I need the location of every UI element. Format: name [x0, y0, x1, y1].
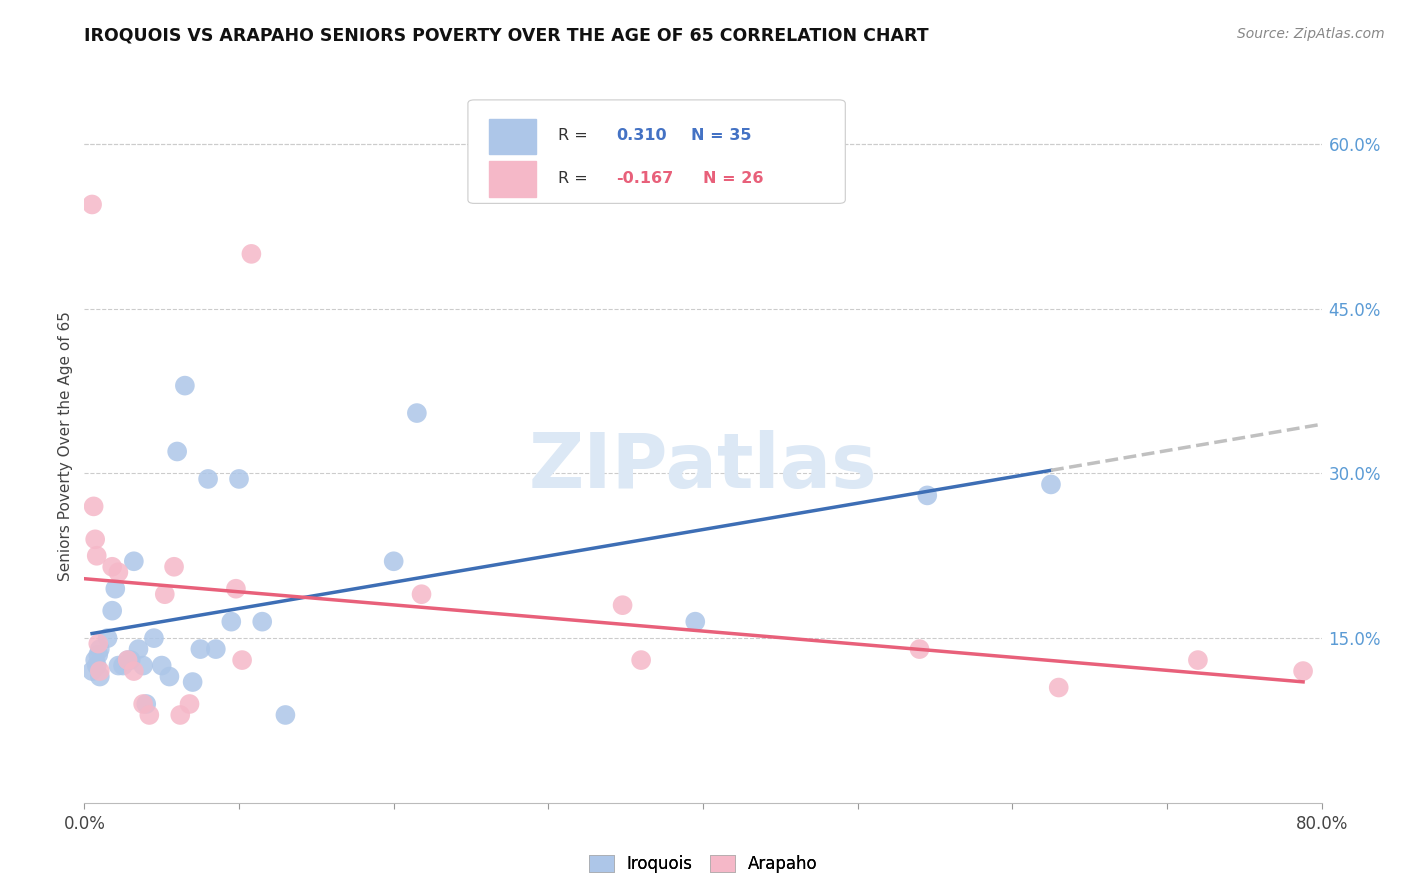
Point [132, 697, 155, 711]
Point [86, 549, 108, 563]
FancyBboxPatch shape [489, 119, 536, 154]
Point [117, 653, 139, 667]
FancyBboxPatch shape [468, 100, 845, 203]
Point [117, 653, 139, 667]
FancyBboxPatch shape [489, 161, 536, 197]
Point [411, 587, 433, 601]
Point [132, 658, 155, 673]
Point [197, 472, 219, 486]
Point [97, 631, 120, 645]
Point [89, 669, 111, 683]
Point [122, 554, 145, 568]
Legend: Iroquois, Arapaho: Iroquois, Arapaho [582, 848, 824, 880]
Point [1187, 653, 1209, 667]
Point [159, 669, 181, 683]
Point [138, 708, 160, 723]
Point [179, 697, 201, 711]
Point [150, 658, 173, 673]
Point [917, 488, 939, 502]
Text: N = 35: N = 35 [690, 128, 751, 144]
Point [84, 533, 107, 547]
Point [107, 658, 129, 673]
Point [252, 615, 274, 629]
Point [153, 587, 176, 601]
Text: ZIPatlas: ZIPatlas [529, 431, 877, 504]
Point [382, 554, 405, 568]
Point [174, 378, 197, 392]
Point [128, 642, 150, 657]
Text: N = 26: N = 26 [703, 170, 763, 186]
Point [87, 637, 110, 651]
Point [104, 582, 127, 596]
Text: R =: R = [558, 170, 593, 186]
Point [163, 559, 186, 574]
Point [101, 604, 124, 618]
Point [231, 653, 253, 667]
Point [612, 598, 634, 612]
Point [89, 664, 111, 678]
Point [274, 708, 297, 723]
Point [166, 444, 188, 458]
Point [84, 653, 107, 667]
Y-axis label: Seniors Poverty Over the Age of 65: Seniors Poverty Over the Age of 65 [58, 311, 73, 581]
Point [1040, 477, 1063, 491]
Point [101, 559, 124, 574]
Point [221, 615, 243, 629]
Text: Source: ZipAtlas.com: Source: ZipAtlas.com [1237, 27, 1385, 41]
Point [1292, 664, 1315, 678]
Point [406, 406, 429, 420]
Point [685, 615, 707, 629]
Text: R =: R = [558, 128, 593, 144]
Point [82, 664, 104, 678]
Point [181, 675, 204, 690]
Point [143, 631, 166, 645]
Point [228, 472, 250, 486]
Point [205, 642, 228, 657]
Point [82, 197, 104, 211]
Point [240, 247, 263, 261]
Point [86, 658, 108, 673]
Point [908, 642, 931, 657]
Point [87, 648, 110, 662]
Text: -0.167: -0.167 [616, 170, 673, 186]
Point [107, 566, 129, 580]
Point [225, 582, 247, 596]
Text: IROQUOIS VS ARAPAHO SENIORS POVERTY OVER THE AGE OF 65 CORRELATION CHART: IROQUOIS VS ARAPAHO SENIORS POVERTY OVER… [84, 27, 929, 45]
Point [1047, 681, 1070, 695]
Point [188, 642, 212, 657]
Point [122, 664, 145, 678]
Point [112, 658, 135, 673]
Point [630, 653, 652, 667]
Point [169, 708, 191, 723]
Point [89, 642, 111, 657]
Point [120, 653, 142, 667]
Point [83, 500, 105, 514]
Text: 0.310: 0.310 [616, 128, 666, 144]
Point [135, 697, 157, 711]
